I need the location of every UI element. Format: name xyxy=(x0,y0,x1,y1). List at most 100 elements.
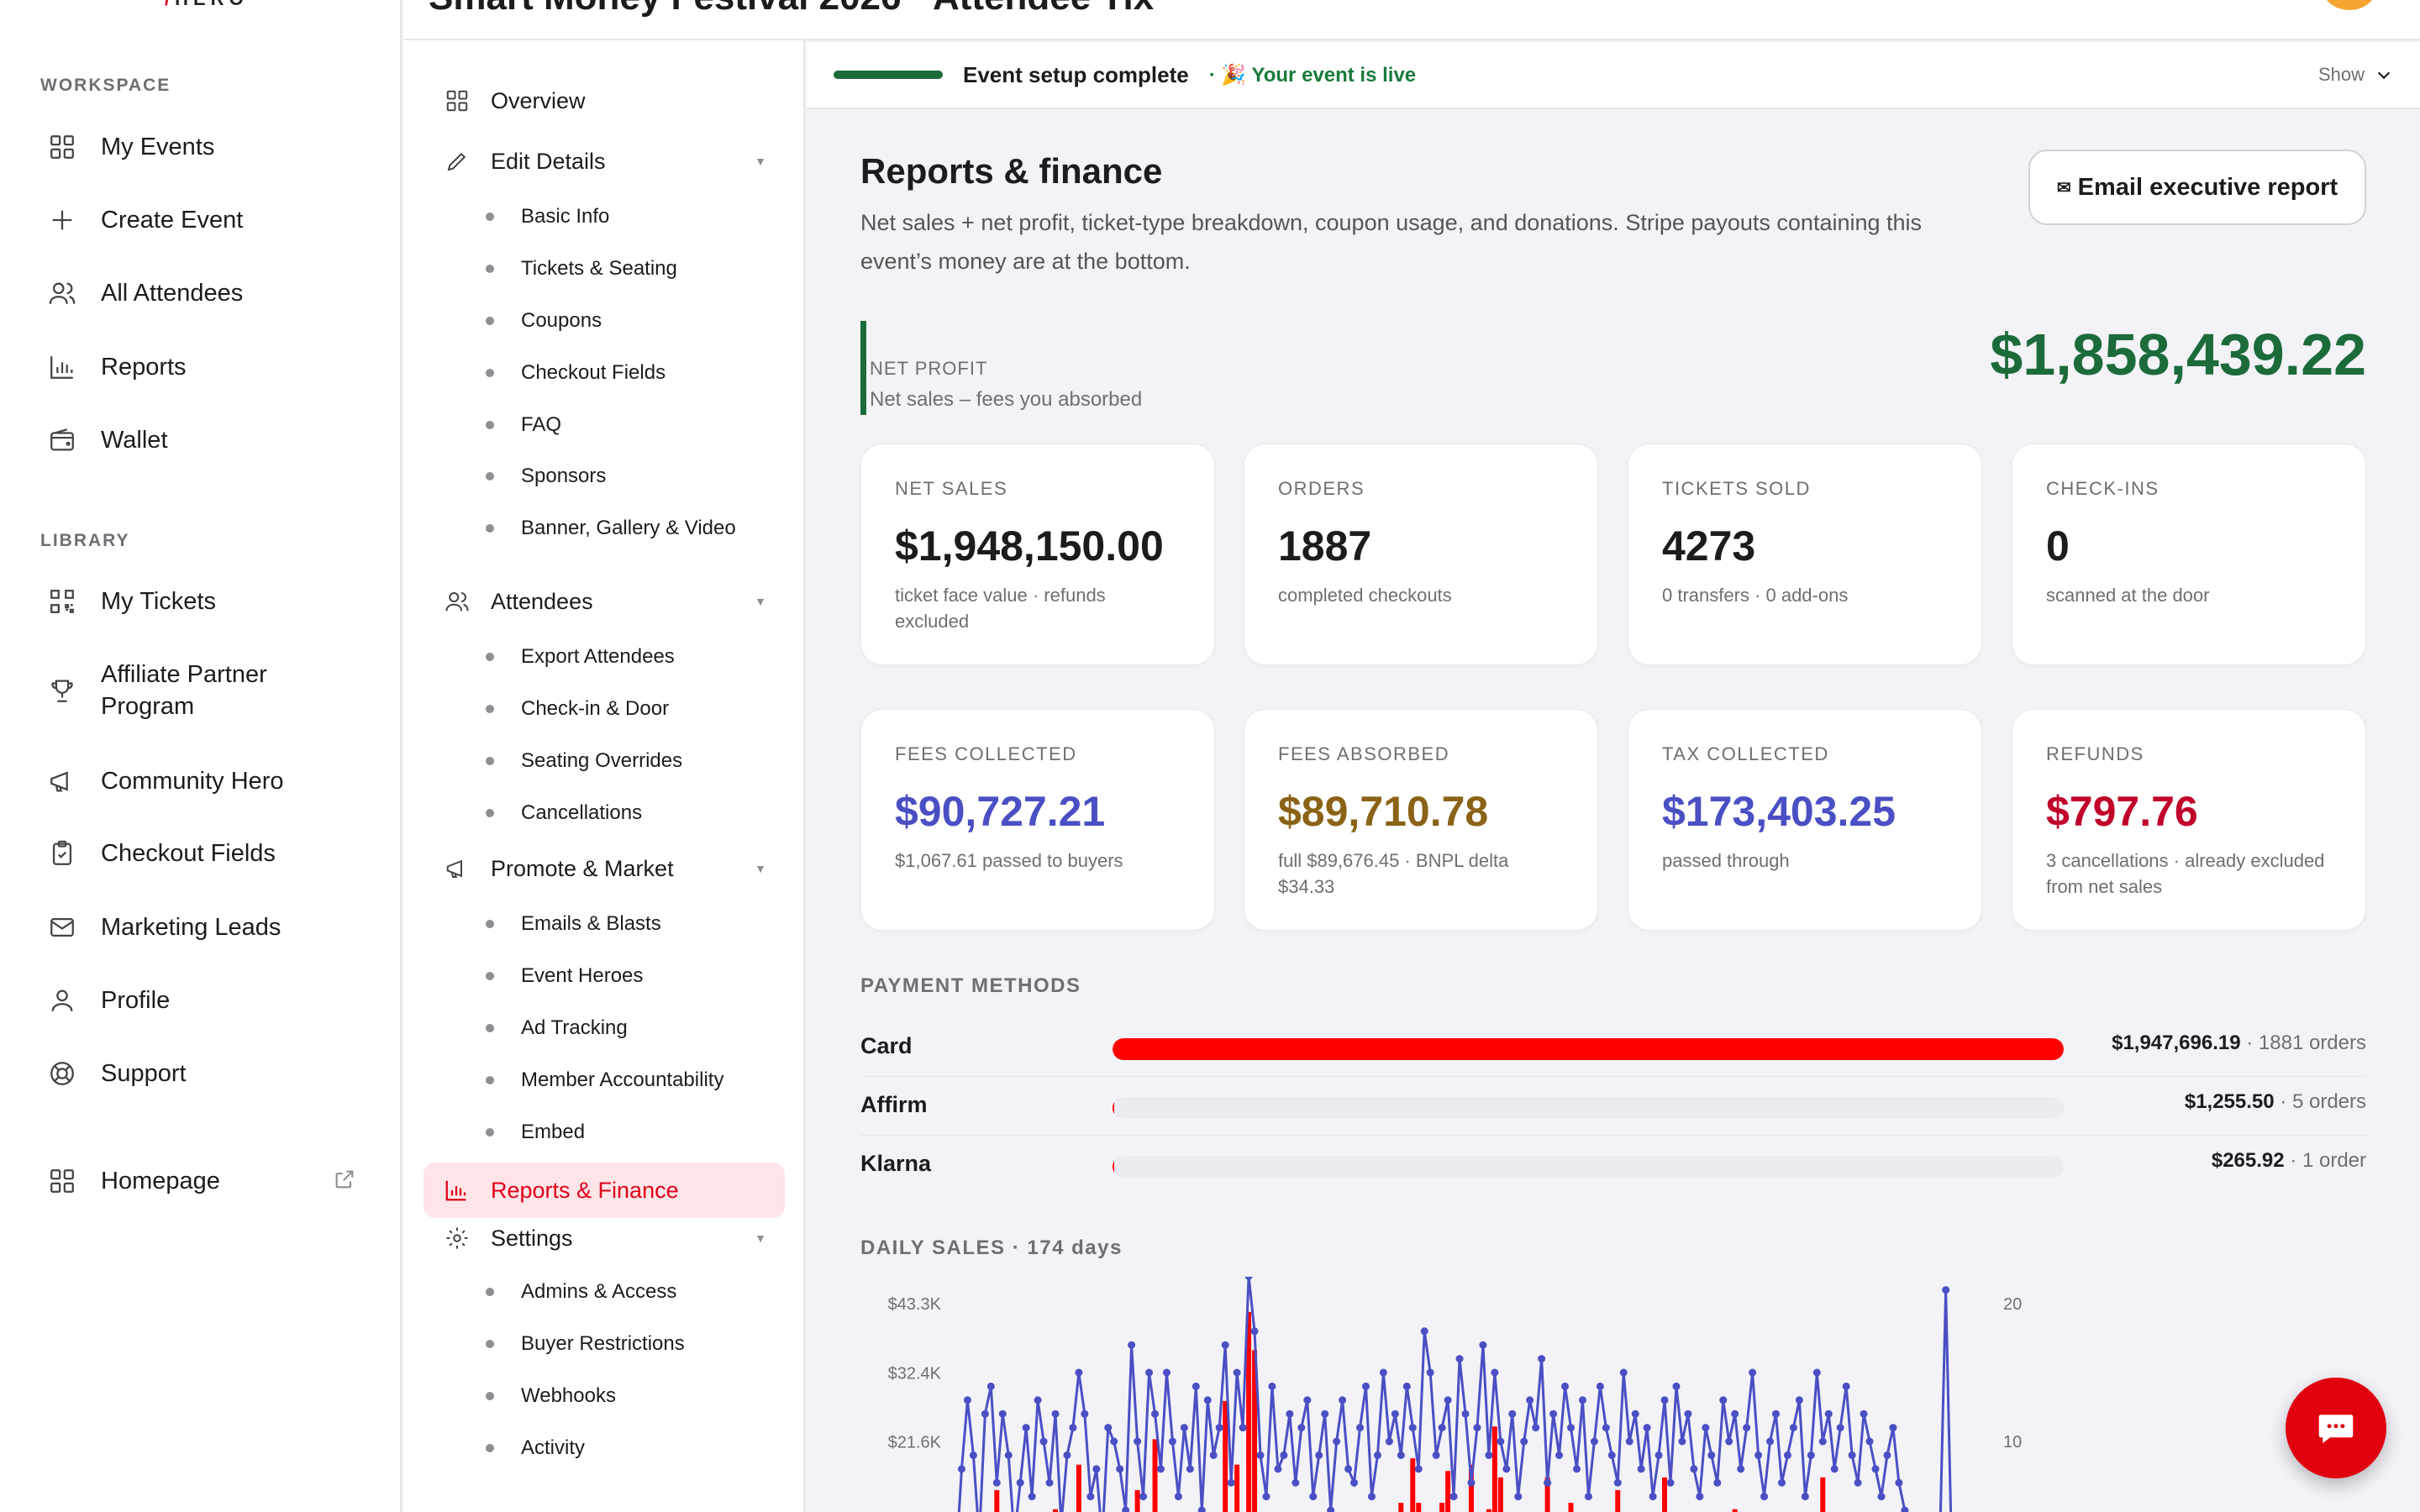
chart-point xyxy=(1731,1410,1739,1418)
sidebar-item-marketing-leads[interactable]: Marketing Leads xyxy=(47,911,383,943)
avatar[interactable] xyxy=(2323,0,2376,10)
nav-sub-item[interactable]: Emails & Blasts xyxy=(486,912,661,936)
chart-point xyxy=(1766,1437,1775,1446)
chart-point xyxy=(1749,1368,1757,1377)
nav-sub-label: Sponsors xyxy=(521,465,607,487)
email-report-button[interactable]: ✉ Email executive report xyxy=(2028,150,2366,225)
event-nav: Overview Edit Details ▼ Basic Info Ticke… xyxy=(403,40,805,1512)
daily-sales-title: DAILY SALES · 174 days xyxy=(860,1236,1123,1259)
chart-point xyxy=(1467,1478,1476,1487)
chart-point xyxy=(1092,1465,1101,1473)
nav-sub-item[interactable]: Activity xyxy=(486,1436,585,1460)
nav-sub-item[interactable]: Coupons xyxy=(486,309,602,333)
sidebar-item-reports[interactable]: Reports xyxy=(47,351,383,383)
nav-reports-finance[interactable]: Reports & Finance xyxy=(424,1163,785,1218)
nav-sub-item[interactable]: Embed xyxy=(486,1121,585,1144)
nav-sub-item[interactable]: Tickets & Seating xyxy=(486,257,677,281)
stat-sub: completed checkouts xyxy=(1278,585,1452,606)
chart-point xyxy=(1485,1451,1493,1459)
nav-sub-label: Activity xyxy=(521,1436,586,1459)
external-link-icon[interactable] xyxy=(333,1168,356,1191)
sidebar-item-checkout-fields[interactable]: Checkout Fields xyxy=(47,837,383,869)
nav-settings[interactable]: Settings ▼ xyxy=(444,1225,766,1252)
chart-point xyxy=(1807,1451,1815,1459)
nav-promote[interactable]: Promote & Market ▼ xyxy=(444,855,766,882)
nav-sub-item[interactable]: Checkout Fields xyxy=(486,361,666,385)
caret-down-icon[interactable]: ▼ xyxy=(755,1231,766,1245)
sidebar-item-wallet[interactable]: Wallet xyxy=(47,424,383,456)
nav-sub-item[interactable]: Ad Tracking xyxy=(486,1016,628,1040)
bullet-dot xyxy=(486,213,494,221)
nav-sub-item[interactable]: Admins & Access xyxy=(486,1280,676,1304)
library-section-label: LIBRARY xyxy=(40,531,130,550)
show-toggle[interactable]: Show xyxy=(2318,64,2393,86)
stat-label: REFUNDS xyxy=(2046,743,2144,764)
nav-overview[interactable]: Overview xyxy=(444,87,766,114)
sidebar-item-create-event[interactable]: Create Event xyxy=(47,204,383,236)
sidebar-item-all-attendees[interactable]: All Attendees xyxy=(47,277,383,309)
chart-point xyxy=(1414,1465,1423,1473)
chart-point xyxy=(1737,1465,1745,1473)
nav-sub-label: Admins & Access xyxy=(521,1280,677,1303)
sidebar-item-community-hero[interactable]: Community Hero xyxy=(47,765,383,797)
chart-point xyxy=(1039,1437,1048,1446)
stat-value: 0 xyxy=(2046,522,2070,570)
nav-sub-item[interactable]: Cancellations xyxy=(486,801,642,825)
nav-sub-item[interactable]: Buyer Restrictions xyxy=(486,1332,685,1356)
nav-sub-item[interactable]: Seating Overrides xyxy=(486,749,682,773)
brand-logo[interactable]: /HERO xyxy=(165,0,249,10)
bullet-dot xyxy=(486,1288,494,1296)
stat-sub: 0 transfers · 0 add-ons xyxy=(1662,585,1849,606)
chart-point xyxy=(1566,1424,1575,1432)
chart-point xyxy=(1555,1451,1564,1459)
payment-bar-track xyxy=(1113,1038,2064,1060)
stat-sub: passed through xyxy=(1662,850,1790,871)
net-profit-panel: NET PROFIT Net sales – fees you absorbed… xyxy=(860,321,2366,415)
nav-attendees[interactable]: Attendees ▼ xyxy=(444,588,766,615)
nav-sub-item[interactable]: Member Accountability xyxy=(486,1068,723,1092)
sidebar-item-affiliate[interactable]: Affiliate Partner Program xyxy=(47,659,383,722)
chart-bar xyxy=(1544,1477,1550,1512)
nav-label: Reports & Finance xyxy=(491,1177,679,1203)
sidebar-item-label: Wallet xyxy=(101,427,168,454)
nav-edit-details[interactable]: Edit Details ▼ xyxy=(444,148,766,175)
sidebar-item-profile[interactable]: Profile xyxy=(47,984,383,1016)
chart-point xyxy=(1063,1451,1071,1459)
chart-point xyxy=(1613,1478,1622,1487)
chart-point xyxy=(1655,1451,1663,1459)
nav-sub-item[interactable]: Check-in & Door xyxy=(486,697,669,721)
chart-point xyxy=(1402,1382,1411,1390)
bullet-dot xyxy=(486,1128,494,1137)
nav-sub-item[interactable]: Export Attendees xyxy=(486,645,675,669)
nav-sub-item[interactable]: FAQ xyxy=(486,413,561,437)
chart-point xyxy=(1619,1368,1628,1377)
sidebar-item-my-events[interactable]: My Events xyxy=(47,131,383,163)
sidebar-item-my-tickets[interactable]: My Tickets xyxy=(47,585,383,617)
chart-point xyxy=(1197,1506,1206,1512)
caret-down-icon[interactable]: ▼ xyxy=(755,862,766,875)
chart-point xyxy=(1449,1493,1458,1501)
chart-bar xyxy=(1445,1471,1451,1512)
caret-down-icon[interactable]: ▼ xyxy=(755,595,766,608)
chart-point xyxy=(1051,1410,1060,1418)
stat-value: $89,710.78 xyxy=(1278,788,1489,835)
megaphone-icon xyxy=(47,766,77,796)
caret-down-icon[interactable]: ▼ xyxy=(755,155,766,168)
chat-button[interactable] xyxy=(2286,1378,2386,1478)
chart-point xyxy=(1532,1424,1540,1432)
nav-sub-item[interactable]: Banner, Gallery & Video xyxy=(486,517,736,540)
sidebar-item-homepage[interactable]: Homepage xyxy=(47,1165,383,1197)
nav-sub-item[interactable]: Event Heroes xyxy=(486,964,643,988)
payment-name: Klarna xyxy=(860,1151,932,1176)
chart-point xyxy=(963,1396,971,1404)
chart-point xyxy=(1373,1451,1381,1459)
chart-point xyxy=(1268,1382,1276,1390)
sidebar-item-support[interactable]: Support xyxy=(47,1058,383,1089)
reports-main: Reports & finance Net sales + net profit… xyxy=(807,109,2420,1512)
chart-point xyxy=(1678,1437,1686,1446)
stat-sub: ticket face value · refunds excluded xyxy=(895,585,1106,632)
nav-sub-label: Member Accountability xyxy=(521,1068,724,1091)
nav-sub-item[interactable]: Sponsors xyxy=(486,465,606,488)
nav-sub-item[interactable]: Basic Info xyxy=(486,205,609,228)
nav-sub-item[interactable]: Webhooks xyxy=(486,1384,616,1408)
